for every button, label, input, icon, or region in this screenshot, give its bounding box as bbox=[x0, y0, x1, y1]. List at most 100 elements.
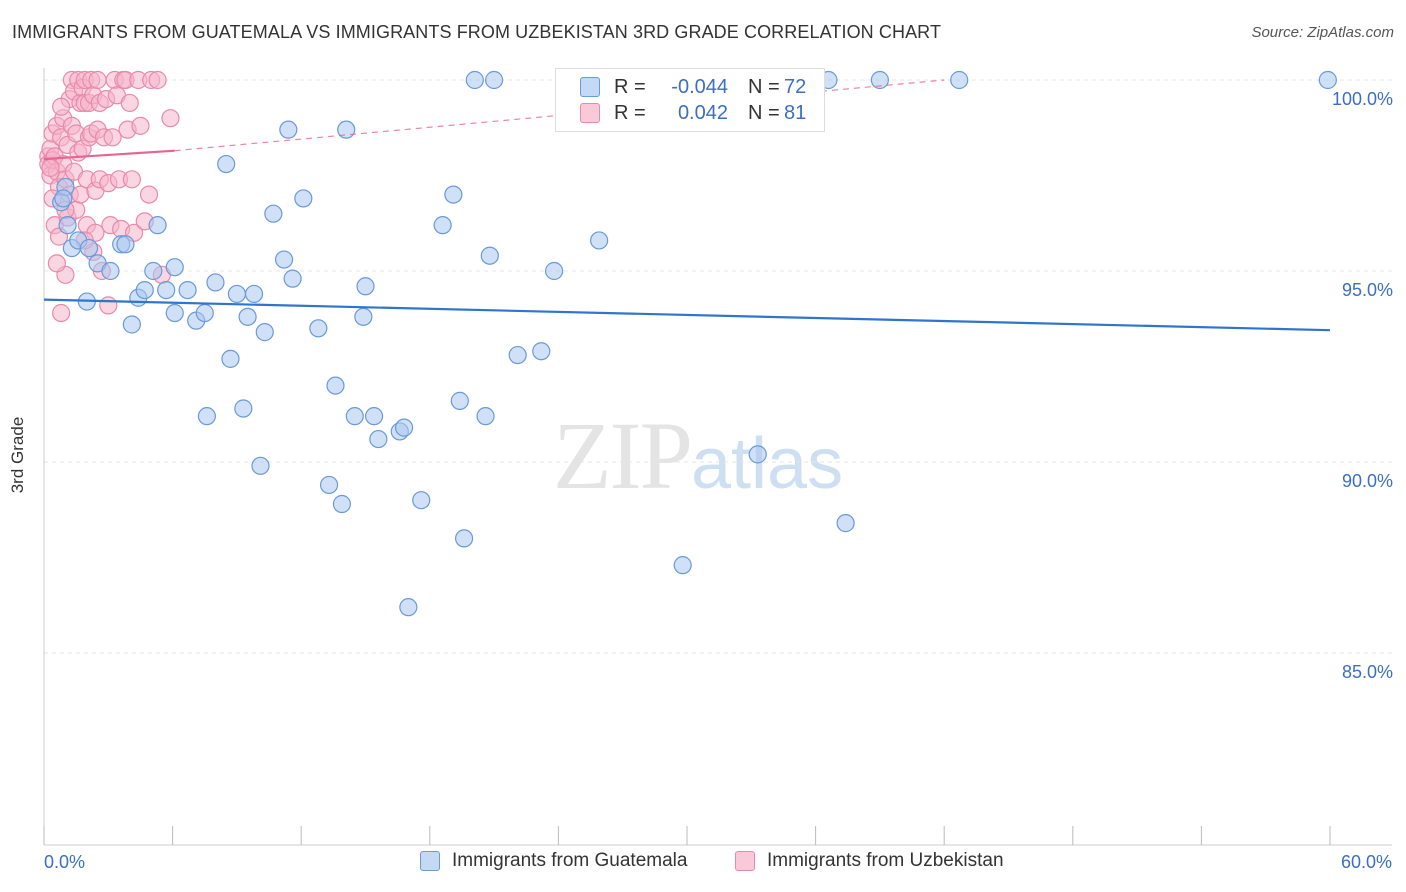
guatemala-point bbox=[238, 307, 257, 326]
guatemala-point bbox=[485, 70, 504, 90]
y-tick-label: 100.0% bbox=[1332, 89, 1393, 109]
guatemala-point bbox=[356, 277, 375, 296]
legend-label-guatemala: Immigrants from Guatemala bbox=[452, 850, 688, 871]
guatemala-point bbox=[79, 238, 99, 258]
guatemala-point bbox=[195, 303, 214, 323]
guatemala-point bbox=[165, 303, 184, 323]
guatemala-point bbox=[144, 261, 163, 281]
guatemala-point bbox=[178, 281, 197, 300]
guatemala-point bbox=[206, 273, 225, 292]
guatemala-point bbox=[748, 445, 767, 464]
uzbekistan-point bbox=[52, 97, 71, 116]
legend-item-uzbekistan: Immigrants from Uzbekistan bbox=[735, 850, 1004, 872]
r-label: R = bbox=[614, 75, 646, 98]
y-tick-labels: 85.0% 90.0% 95.0% 100.0% bbox=[1332, 89, 1393, 682]
guatemala-point bbox=[157, 281, 176, 300]
guatemala-point bbox=[274, 250, 294, 269]
r-value: 0.042 bbox=[677, 101, 728, 124]
guatemala-point bbox=[508, 345, 527, 365]
guatemala-point bbox=[590, 231, 609, 250]
guatemala-point bbox=[412, 491, 431, 510]
y-tick-label: 85.0% bbox=[1342, 662, 1393, 682]
guatemala-point bbox=[870, 70, 890, 90]
uzbekistan-point bbox=[161, 109, 180, 128]
guatemala-point bbox=[294, 189, 313, 208]
guatemala-point bbox=[345, 407, 364, 426]
blue-swatch bbox=[420, 851, 440, 871]
stats-row-uzbekistan: R = 0.042 N = 81 bbox=[580, 100, 806, 126]
guatemala-point bbox=[148, 216, 167, 235]
guatemala-point bbox=[433, 216, 452, 235]
series-legend: Immigrants from Guatemala Immigrants fro… bbox=[0, 850, 1406, 878]
stats-legend: R = -0.044 N = 72 R = 0.042 N = 81 bbox=[555, 68, 825, 132]
uzbekistan-point bbox=[148, 70, 167, 90]
uzbekistan-point bbox=[41, 158, 60, 177]
y-tick-label: 95.0% bbox=[1342, 280, 1393, 300]
uzbekistan-point bbox=[52, 303, 71, 323]
legend-item-guatemala: Immigrants from Guatemala bbox=[420, 850, 687, 872]
uzbekistan-point bbox=[88, 70, 107, 90]
guatemala-point bbox=[244, 284, 264, 304]
guatemala-point bbox=[58, 216, 77, 235]
guatemala-point bbox=[255, 323, 274, 342]
chart-source: Source: ZipAtlas.com bbox=[1251, 24, 1394, 41]
guatemala-points bbox=[52, 70, 1337, 617]
uzbekistan-point bbox=[47, 254, 66, 273]
pink-swatch bbox=[735, 851, 755, 871]
x-tick-label-max: 60.0% bbox=[1340, 852, 1392, 872]
uzbekistan-trend-line bbox=[43, 149, 175, 161]
guatemala-point bbox=[532, 342, 551, 361]
guatemala-trend-line bbox=[43, 298, 1331, 332]
guatemala-point bbox=[326, 376, 345, 395]
guatemala-point bbox=[364, 407, 384, 426]
guatemala-point bbox=[394, 418, 414, 437]
uzbekistan-point bbox=[120, 93, 139, 113]
y-axis-label: 3rd Grade bbox=[8, 416, 27, 494]
watermark: ZIPatlas bbox=[553, 400, 843, 511]
grid-lines bbox=[44, 79, 1392, 654]
guatemala-point bbox=[135, 281, 154, 300]
axes bbox=[43, 68, 1392, 846]
n-label: N = bbox=[748, 75, 780, 98]
uzbekistan-point bbox=[131, 116, 150, 135]
guatemala-point bbox=[197, 407, 216, 426]
guatemala-point bbox=[369, 429, 388, 449]
uzbekistan-point bbox=[122, 170, 141, 189]
guatemala-point bbox=[227, 284, 246, 304]
guatemala-point bbox=[545, 261, 564, 281]
uzbekistan-point bbox=[103, 128, 122, 147]
guatemala-point bbox=[450, 391, 469, 410]
chart-title: IMMIGRANTS FROM GUATEMALA VS IMMIGRANTS … bbox=[12, 22, 942, 42]
guatemala-point bbox=[221, 349, 240, 368]
guatemala-point bbox=[251, 456, 270, 475]
watermark-atlas: atlas bbox=[691, 424, 844, 504]
uzbekistan-point bbox=[99, 296, 118, 315]
x-tick-label-min: 0.0% bbox=[44, 852, 86, 872]
uzbekistan-point bbox=[139, 185, 159, 204]
guatemala-point bbox=[836, 514, 855, 533]
guatemala-point bbox=[309, 319, 328, 338]
guatemala-point bbox=[217, 154, 236, 174]
guatemala-point bbox=[101, 261, 120, 281]
r-label: R = bbox=[614, 101, 646, 124]
guatemala-point bbox=[165, 258, 184, 277]
guatemala-point bbox=[234, 399, 253, 418]
guatemala-point bbox=[319, 475, 339, 495]
watermark-zip: ZIP bbox=[553, 402, 693, 509]
r-value: -0.044 bbox=[671, 75, 728, 98]
y-tick-label: 90.0% bbox=[1342, 471, 1393, 491]
blue-swatch bbox=[580, 77, 600, 97]
stats-row-guatemala: R = -0.044 N = 72 bbox=[580, 74, 806, 100]
guatemala-point bbox=[279, 120, 298, 139]
guatemala-point bbox=[673, 556, 692, 575]
guatemala-point bbox=[480, 246, 499, 265]
guatemala-point bbox=[476, 407, 495, 426]
guatemala-point bbox=[54, 189, 73, 208]
n-value: 72 bbox=[784, 75, 807, 98]
legend-label-uzbekistan: Immigrants from Uzbekistan bbox=[767, 850, 1004, 871]
guatemala-point bbox=[950, 70, 969, 90]
guatemala-point bbox=[116, 235, 135, 254]
guatemala-point bbox=[354, 307, 373, 326]
uzbekistan-point bbox=[71, 185, 90, 204]
